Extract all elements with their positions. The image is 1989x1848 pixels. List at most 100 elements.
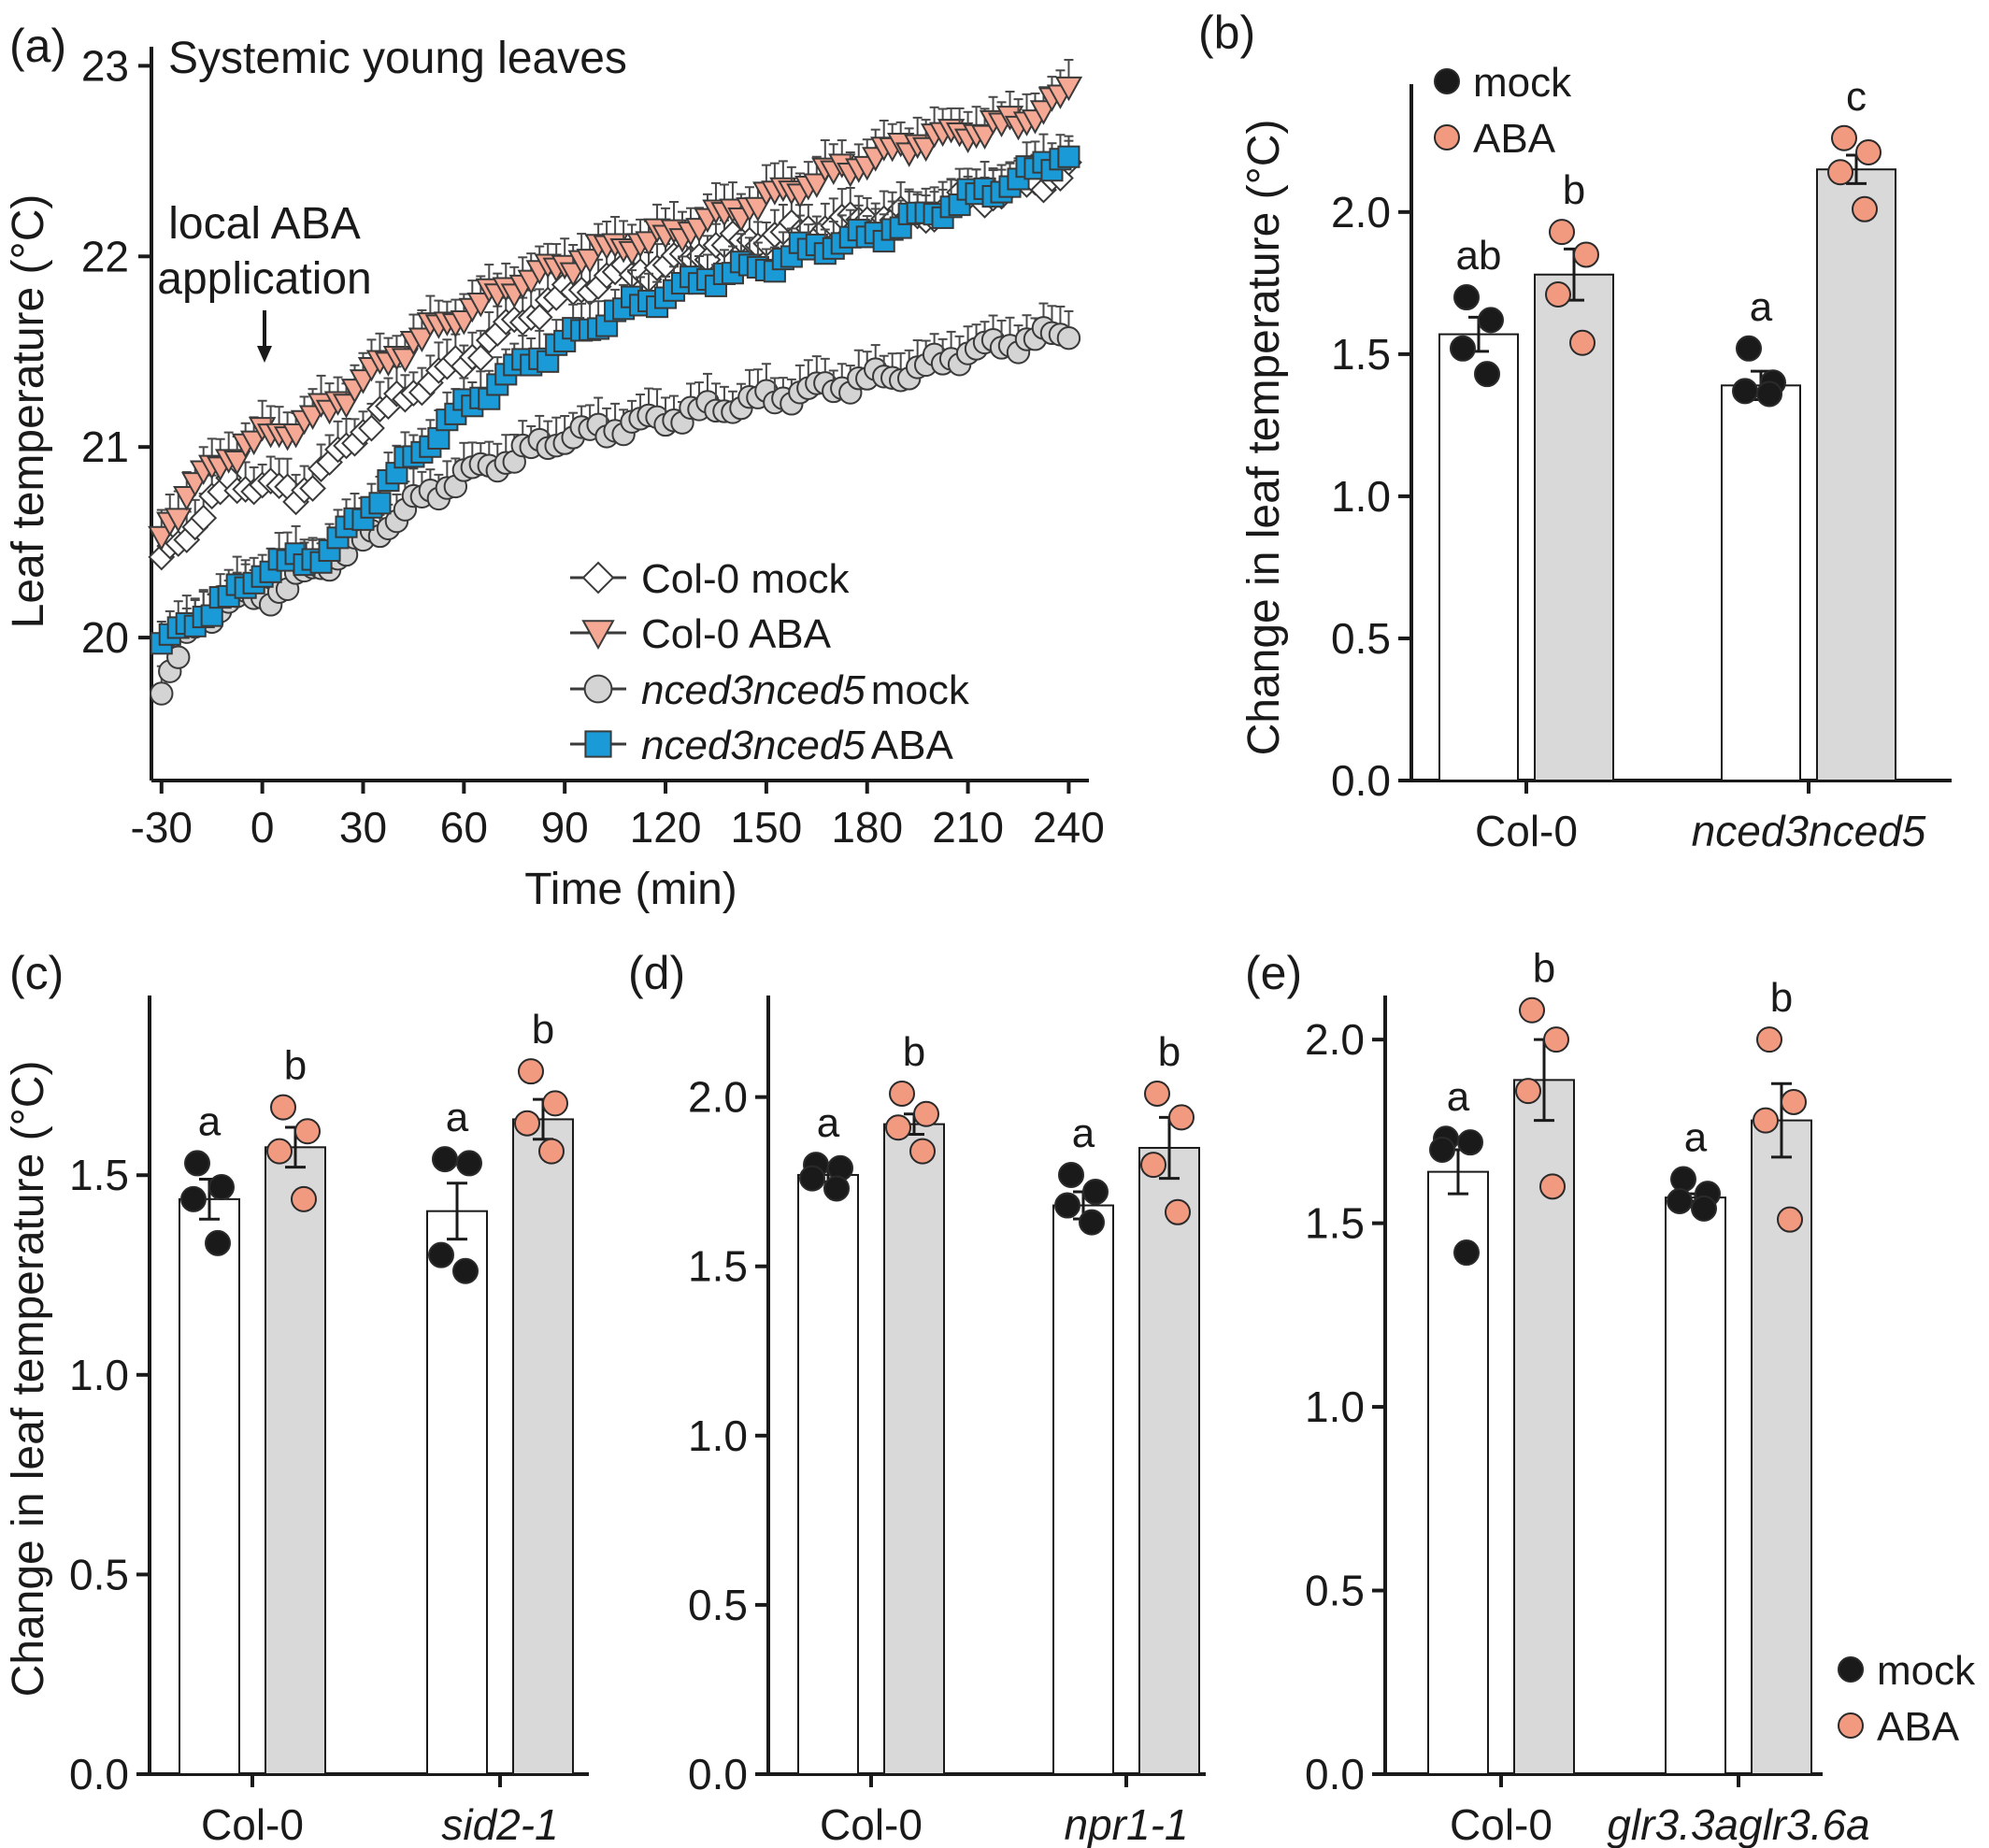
panel-b-y-tick-label: 0.0	[1331, 756, 1391, 805]
panel-c-letter: (c)	[9, 947, 64, 999]
panel-b-y-axis-label: Change in leaf temperature (°C)	[1239, 120, 1289, 756]
panel-e-y-tick-label: 1.5	[1305, 1199, 1365, 1248]
panel-c-plot: 0.0 0.5 1.0 1.5 Col-0 a b sid2-1 a b	[69, 996, 589, 1848]
panel-c-data-point	[452, 1257, 479, 1284]
panel-d-y-tick-label: 2.0	[688, 1073, 748, 1122]
panel-d-y-tick-label: 1.0	[688, 1411, 748, 1460]
panel-d-data-point	[1079, 1209, 1105, 1236]
panel-b-data-point	[1569, 329, 1595, 356]
panel-a-x-tick-label: 240	[1033, 803, 1105, 852]
panel-b-legend-marker	[1434, 68, 1460, 94]
panel-b-data-point	[1732, 378, 1758, 405]
panel-a-point	[368, 492, 392, 515]
panel-d-significance-letter: a	[1072, 1110, 1095, 1156]
panel-a-axes: -30 0 30 60 90 120 150 180 210 240 20 21 22 23	[81, 41, 1105, 852]
panel-d-data-point	[1165, 1198, 1191, 1225]
panel-e-data-point	[1429, 1137, 1455, 1164]
panel-e-significance-letter: b	[1533, 946, 1555, 992]
panel-c-y-axis-label: Change in leaf temperature (°C)	[4, 1061, 53, 1698]
panel-b-y-tick-label: 1.5	[1331, 330, 1391, 379]
panel-d-data-point	[885, 1114, 911, 1141]
panel-d-plot: 0.0 0.5 1.0 1.5 2.0 Col-0 a b npr1-1 a b	[688, 996, 1206, 1848]
panel-c-y-tick-label: 1.5	[69, 1151, 129, 1199]
panel-e-category-label: Col-0	[1450, 1800, 1553, 1848]
panel-a-legend: Col-0 mock Col-0 ABA nced3nced5 mock nced3nc…	[570, 556, 970, 768]
panel-c-data-point	[270, 1094, 296, 1121]
panel-a-point	[165, 508, 193, 533]
panel-b-significance-letter: ab	[1456, 233, 1502, 279]
panel-a-point	[299, 475, 326, 502]
panel-c-significance-letter: a	[198, 1098, 222, 1144]
panel-e-plot: 0.0 0.5 1.0 1.5 2.0 Col-0 a b glr3.3aglr3.6a a b mo…	[1305, 946, 1976, 1848]
panel-a-legend-label: Col-0 mock	[641, 556, 850, 602]
panel-a-annotation-line2: application	[157, 254, 372, 304]
panel-d-data-point	[799, 1165, 825, 1192]
panel-a-point	[803, 173, 831, 198]
panel-c-bar-chart: (c) Change in leaf temperature (°C) 0.0 0…	[4, 947, 589, 1848]
panel-e-data-point	[1781, 1088, 1807, 1115]
panel-d-data-point	[889, 1081, 915, 1108]
panel-e-significance-letter: b	[1770, 975, 1793, 1021]
panel-b-data-point	[1474, 361, 1500, 388]
panel-a-point	[1056, 326, 1081, 351]
panel-c-category-label: Col-0	[201, 1800, 304, 1848]
panel-e-data-point	[1539, 1173, 1566, 1200]
panel-b-data-point	[1478, 307, 1504, 334]
panel-e-legend-marker	[1838, 1656, 1864, 1683]
panel-d-significance-letter: b	[1158, 1029, 1181, 1075]
panel-b-category-label: nced3nced5	[1692, 807, 1926, 855]
panel-b-data-point	[1756, 380, 1782, 408]
panel-a-point	[148, 525, 176, 552]
panel-e-data-point	[1777, 1206, 1803, 1233]
panel-a-x-tick-label: 60	[440, 803, 488, 852]
panel-c-bar-ABA	[265, 1146, 326, 1776]
panel-a-x-tick-label: 150	[731, 803, 803, 852]
panel-d-data-point	[823, 1175, 850, 1202]
panel-e-letter: (e)	[1245, 947, 1302, 999]
panel-d-y-tick-label: 0.5	[688, 1581, 748, 1629]
panel-a-point	[576, 249, 604, 274]
panel-a-point	[332, 394, 361, 419]
panel-e-y-tick-label: 1.0	[1305, 1382, 1365, 1431]
panel-a-title: Systemic young leaves	[168, 34, 627, 83]
panel-e-data-point	[1519, 996, 1545, 1024]
panel-d-data-point	[1168, 1104, 1195, 1131]
panel-b-bar-ABA	[1816, 168, 1896, 781]
panel-b-plot: 0.0 0.5 1.0 1.5 2.0 Col-0 ab b nced3nced5 a c mock A…	[1331, 60, 1952, 855]
panel-e-data-point	[1670, 1166, 1696, 1193]
panel-a-series-3	[150, 133, 1080, 655]
panel-a-point	[391, 348, 420, 373]
panel-a-line-chart: (a) Systemic young leaves -30 0 30 60 90 120 1…	[4, 20, 1105, 914]
panel-d-data-point	[1054, 1192, 1080, 1219]
panel-c-data-point	[428, 1241, 454, 1268]
panel-c-data-point	[184, 1150, 210, 1177]
panel-a-x-tick-label: 30	[339, 803, 387, 852]
panel-b-data-point	[1545, 281, 1571, 308]
panel-c-data-point	[180, 1185, 207, 1212]
panel-b-bar-mock	[1438, 333, 1519, 781]
panel-e-legend-label: ABA	[1877, 1704, 1960, 1750]
panel-a-legend-marker	[584, 730, 612, 758]
panel-d-y-tick-label: 0.0	[688, 1750, 748, 1798]
panel-d-bar-chart: (d) 0.0 0.5 1.0 1.5 2.0 Col-0 a b npr1-1 a b	[628, 947, 1206, 1848]
panel-c-y-tick-label: 0.5	[69, 1550, 129, 1598]
panel-a-x-tick-label: 120	[630, 803, 702, 852]
panel-a-point	[166, 645, 191, 669]
panel-c-data-point	[456, 1150, 482, 1177]
panel-e-y-tick-label: 0.0	[1305, 1750, 1365, 1798]
panel-c-data-point	[205, 1229, 231, 1256]
panel-b-bar-chart: (b) Change in leaf temperature (°C) 0.00…	[1198, 7, 1952, 855]
panel-a-y-tick-label: 23	[81, 41, 129, 90]
panel-e-y-tick-label: 2.0	[1305, 1015, 1365, 1064]
panel-b-data-point	[1831, 124, 1857, 151]
panel-e-data-point	[1691, 1195, 1717, 1222]
panel-a-y-tick-label: 20	[81, 613, 129, 662]
panel-c-bar-mock	[179, 1197, 240, 1776]
panel-a-legend-label: nced3nced5 mock	[641, 667, 970, 713]
panel-b-data-point	[1573, 241, 1599, 268]
panel-a-point	[466, 344, 494, 372]
panel-c-data-point	[432, 1146, 458, 1173]
panel-c-y-tick-label: 0.0	[69, 1750, 129, 1798]
panel-d-data-point	[1082, 1179, 1109, 1206]
